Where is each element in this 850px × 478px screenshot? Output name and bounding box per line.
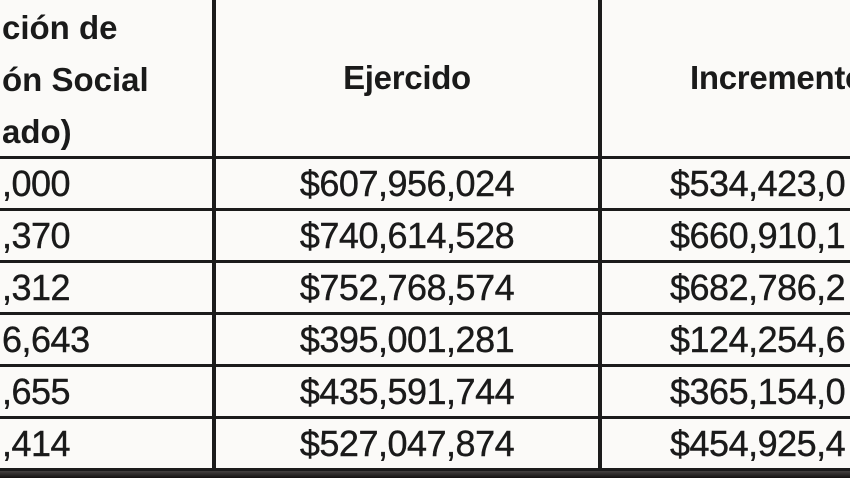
header-aprobado-text: ción de ón Social ado)	[2, 2, 149, 158]
cell-incremento: $660,910,1	[602, 211, 846, 260]
header-aprobado-line2: ón Social	[2, 61, 149, 98]
table-row: ,000 $607,956,024 $534,423,0	[0, 159, 850, 211]
cell-incremento: $534,423,0	[602, 159, 846, 208]
ejercido-value: $752,768,574	[299, 266, 515, 308]
aprobado-value: 6,643	[2, 318, 90, 360]
aprobado-value: ,312	[2, 266, 71, 308]
cell-ejercido: $752,768,574	[216, 263, 602, 312]
bottom-dark-strip	[0, 471, 850, 478]
aprobado-value: ,655	[2, 370, 71, 412]
cell-aprobado: ,000	[0, 159, 216, 208]
cell-ejercido: $740,614,528	[216, 211, 602, 260]
header-cell-ejercido: Ejercido	[216, 0, 602, 156]
ejercido-value: $740,614,528	[299, 214, 515, 256]
incremento-value: $454,925,4	[670, 422, 846, 464]
cell-ejercido: $395,001,281	[216, 315, 602, 364]
ejercido-value: $607,956,024	[299, 162, 515, 204]
incremento-value: $124,254,6	[670, 318, 846, 360]
cell-ejercido: $527,047,874	[216, 419, 602, 468]
header-cell-aprobado: ción de ón Social ado)	[0, 0, 216, 156]
header-cell-incremento: Incremento	[602, 0, 850, 156]
cell-aprobado: ,655	[0, 367, 216, 416]
ejercido-value: $395,001,281	[299, 318, 515, 360]
header-ejercido-text: Ejercido	[343, 59, 471, 96]
cell-aprobado: 6,643	[0, 315, 216, 364]
table-row: ,312 $752,768,574 $682,786,2	[0, 263, 850, 315]
cell-aprobado: ,414	[0, 419, 216, 468]
cell-incremento: $454,925,4	[602, 419, 846, 468]
cell-aprobado: ,312	[0, 263, 216, 312]
incremento-value: $365,154,0	[670, 370, 846, 412]
table-header-row: ción de ón Social ado) Ejercido Incremen…	[0, 0, 850, 159]
table-row: ,414 $527,047,874 $454,925,4	[0, 419, 850, 471]
header-aprobado-line3: ado)	[2, 113, 72, 150]
table-row: 6,643 $395,001,281 $124,254,6	[0, 315, 850, 367]
cell-incremento: $682,786,2	[602, 263, 846, 312]
ejercido-value: $527,047,874	[299, 422, 515, 464]
aprobado-value: ,370	[2, 214, 71, 256]
cell-incremento: $365,154,0	[602, 367, 846, 416]
table-row: ,655 $435,591,744 $365,154,0	[0, 367, 850, 419]
incremento-value: $660,910,1	[670, 214, 846, 256]
aprobado-value: ,000	[2, 162, 71, 204]
cell-ejercido: $435,591,744	[216, 367, 602, 416]
ejercido-value: $435,591,744	[299, 370, 515, 412]
aprobado-value: ,414	[2, 422, 71, 464]
cell-ejercido: $607,956,024	[216, 159, 602, 208]
header-incremento-text: Incremento	[690, 59, 850, 96]
table-row: ,370 $740,614,528 $660,910,1	[0, 211, 850, 263]
incremento-value: $682,786,2	[670, 266, 846, 308]
incremento-value: $534,423,0	[670, 162, 846, 204]
header-aprobado-line1: ción de	[2, 9, 118, 46]
cell-incremento: $124,254,6	[602, 315, 846, 364]
cell-aprobado: ,370	[0, 211, 216, 260]
